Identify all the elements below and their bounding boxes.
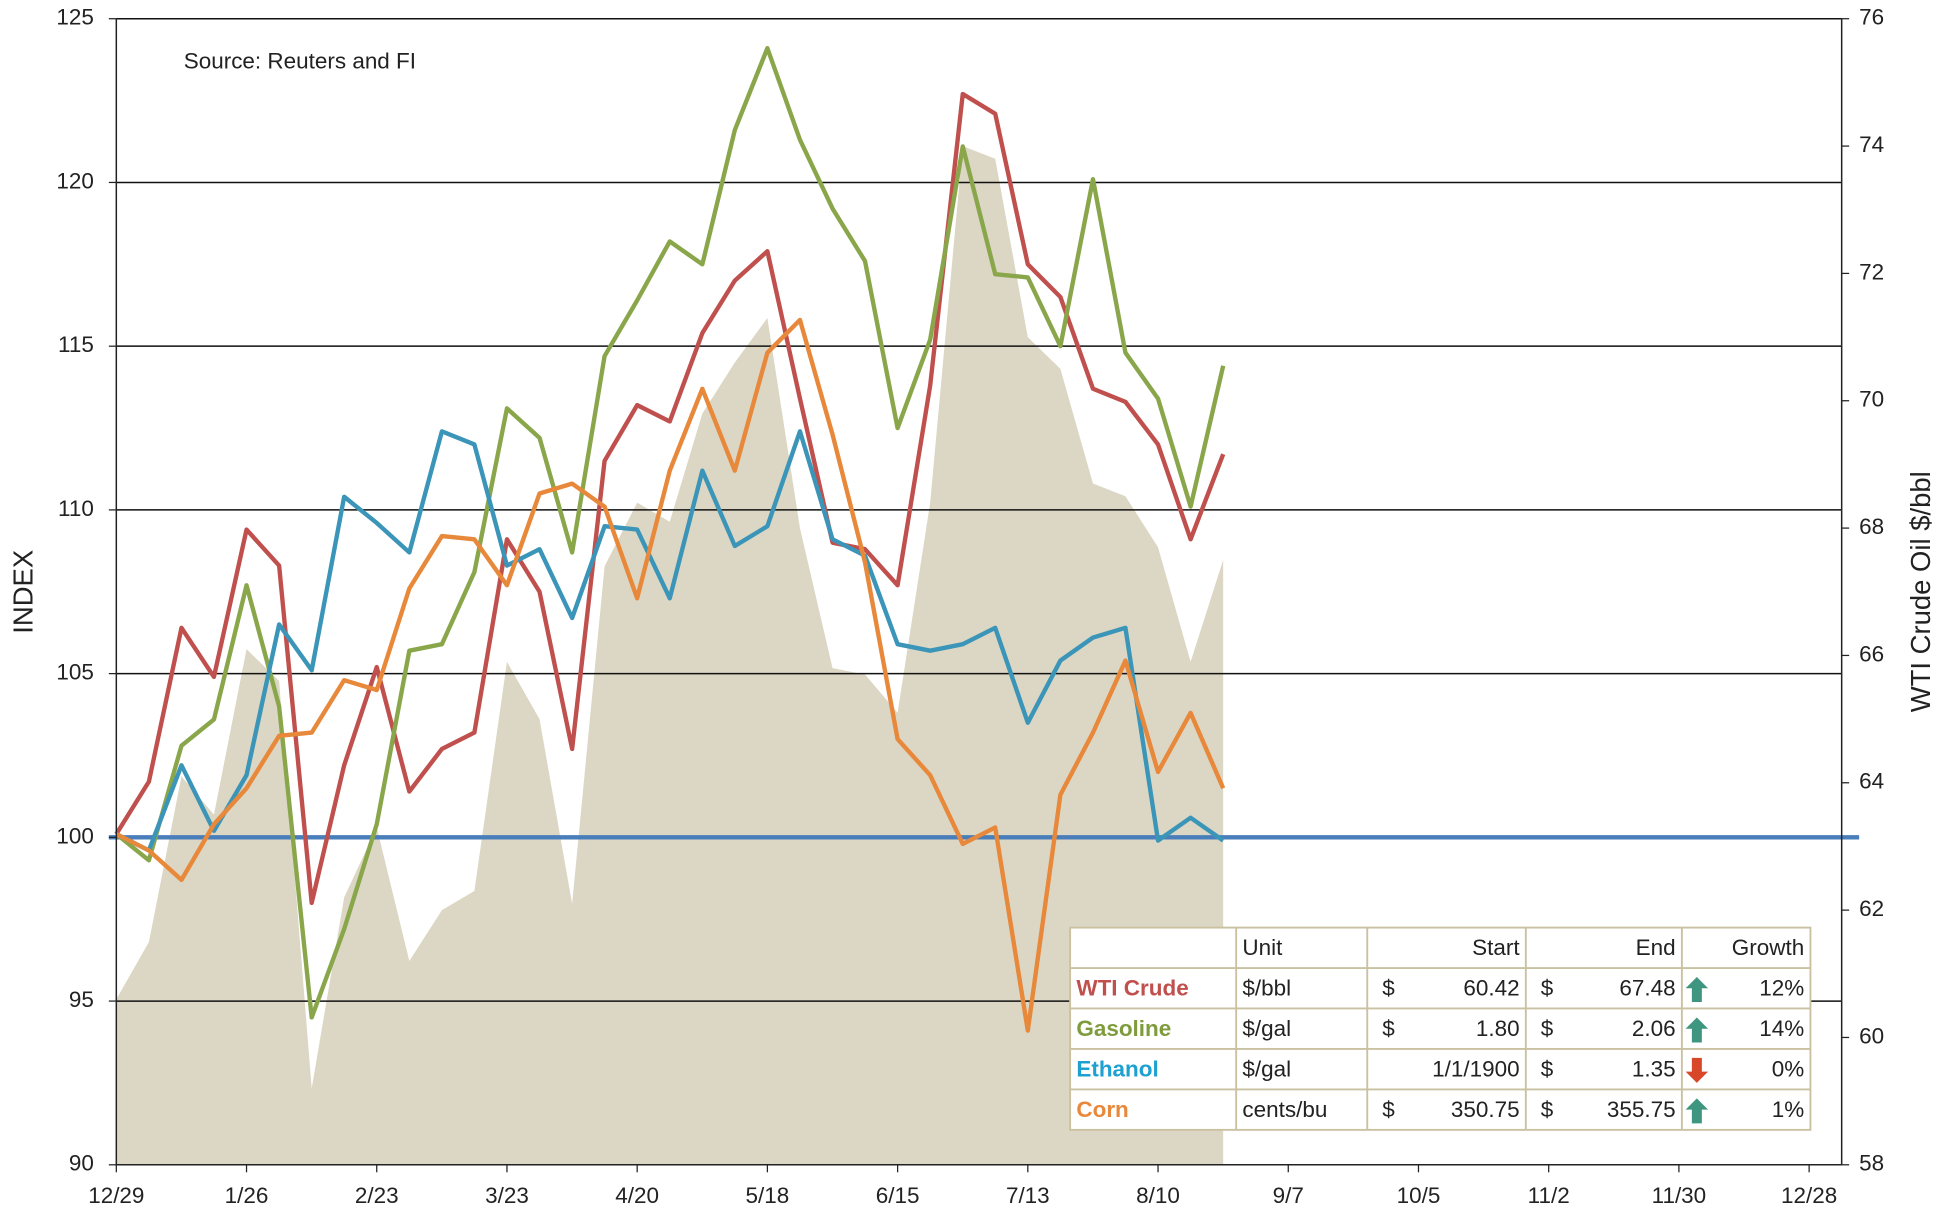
y2-tick-label: 62 (1859, 896, 1884, 921)
y-tick-label: 105 (56, 660, 94, 685)
x-tick-label: 9/7 (1273, 1183, 1304, 1206)
x-tick-label: 2/23 (355, 1183, 399, 1206)
currency: $ (1382, 1016, 1395, 1041)
table-header: Growth (1732, 935, 1804, 960)
table-header: Unit (1242, 935, 1283, 960)
end-value: 67.48 (1619, 975, 1675, 1000)
growth: 12% (1759, 975, 1804, 1000)
y-axis-title: INDEX (7, 550, 38, 634)
x-tick-label: 3/23 (485, 1183, 529, 1206)
y2-tick-label: 74 (1859, 132, 1884, 157)
row-name: WTI Crude (1076, 975, 1188, 1000)
x-tick-label: 7/13 (1006, 1183, 1050, 1206)
y-tick-label: 115 (58, 332, 94, 357)
end-value: 355.75 (1607, 1097, 1676, 1122)
start-value: 60.42 (1463, 975, 1519, 1000)
source-note: Source: Reuters and FI (184, 48, 416, 73)
y-tick-label: 95 (69, 987, 94, 1012)
growth: 1% (1772, 1097, 1804, 1122)
x-tick-label: 8/10 (1136, 1183, 1180, 1206)
trend-up-icon (1685, 1017, 1709, 1043)
unit: $/gal (1242, 1016, 1291, 1041)
y2-tick-label: 72 (1859, 259, 1884, 284)
currency: $ (1382, 1097, 1395, 1122)
y2-axis-title: WTI Crude Oil $/bbl (1905, 471, 1936, 712)
x-tick-label: 4/20 (615, 1183, 659, 1206)
trend-up-icon (1685, 1098, 1709, 1124)
y2-tick-label: 76 (1859, 5, 1884, 30)
y-tick-label: 90 (69, 1151, 94, 1176)
row-name: Corn (1076, 1097, 1128, 1122)
start-value: 350.75 (1451, 1097, 1520, 1122)
trend-up-icon (1685, 977, 1709, 1003)
table-header: End (1636, 935, 1676, 960)
currency: $ (1541, 1056, 1554, 1081)
unit: $/gal (1242, 1056, 1291, 1081)
y-tick-label: 125 (56, 5, 94, 30)
row-name: Gasoline (1076, 1016, 1171, 1041)
plot-lines (108, 46, 1860, 1033)
x-tick-label: 12/28 (1781, 1183, 1837, 1206)
area (116, 146, 1224, 1165)
start-value: 1.80 (1476, 1016, 1520, 1041)
y2-tick-label: 66 (1859, 641, 1884, 666)
x-tick-label: 5/18 (746, 1183, 790, 1206)
summary-table: Unit Start End Growth WTI Crude $/bbl $60.42 $6… (1069, 926, 1812, 1131)
end-value: 1.35 (1632, 1056, 1676, 1081)
x-tick-label: 6/15 (876, 1183, 920, 1206)
x-tick-label: 11/2 (1528, 1183, 1570, 1206)
axes: 90 95 100 105 110 115 120 125 58 60 62 64 66 68 70 72 74… (56, 5, 1884, 1206)
y2-tick-label: 68 (1859, 514, 1884, 539)
currency: $ (1541, 1016, 1554, 1041)
x-tick-label: 12/29 (88, 1183, 144, 1206)
growth: 14% (1759, 1016, 1804, 1041)
table-header: Start (1472, 935, 1520, 960)
line (115, 317, 1226, 1033)
currency: $ (1541, 975, 1554, 1000)
line (114, 91, 1226, 906)
currency: $ (1382, 975, 1395, 1000)
y2-tick-label: 70 (1859, 387, 1884, 412)
y2-tick-label: 58 (1859, 1151, 1884, 1176)
x-tick-label: 10/5 (1397, 1183, 1441, 1206)
start-value: 1/1/1900 (1432, 1056, 1519, 1081)
growth: 0% (1772, 1056, 1804, 1081)
trend-down-icon (1685, 1057, 1709, 1083)
line (114, 46, 1226, 1020)
line (115, 429, 1225, 853)
end-value: 2.06 (1632, 1016, 1676, 1041)
x-tick-label: 11/30 (1652, 1183, 1707, 1206)
y-tick-label: 120 (56, 168, 94, 193)
y2-tick-label: 60 (1859, 1023, 1884, 1048)
x-tick-label: 1/26 (225, 1183, 269, 1206)
currency: $ (1541, 1097, 1554, 1122)
y-tick-label: 110 (58, 496, 94, 521)
y2-tick-label: 64 (1859, 769, 1884, 794)
y-tick-label: 100 (56, 823, 94, 848)
unit: cents/bu (1242, 1097, 1327, 1122)
unit: $/bbl (1242, 975, 1291, 1000)
row-name: Ethanol (1076, 1056, 1158, 1081)
